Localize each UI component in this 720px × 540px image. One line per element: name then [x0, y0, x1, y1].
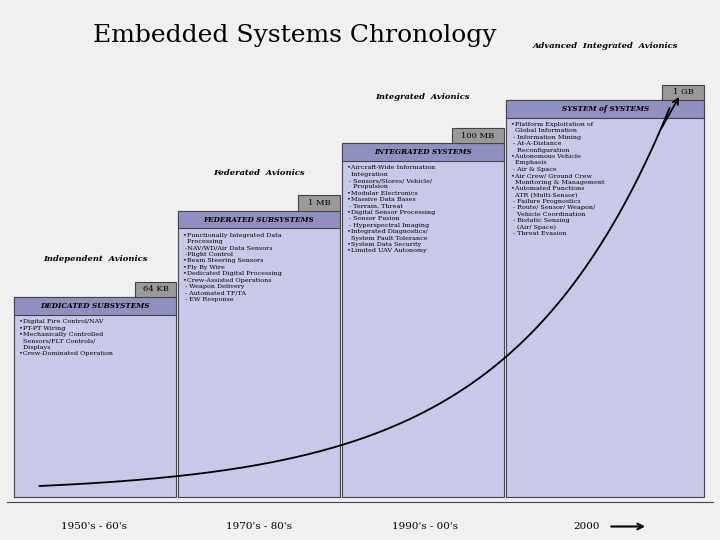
Text: 1970's - 80's: 1970's - 80's	[226, 522, 292, 531]
Text: •Platform Exploitation of
  Global Information
 - Information Mining
 - At-A-Dis: •Platform Exploitation of Global Informa…	[511, 122, 605, 237]
Text: 1950's - 60's: 1950's - 60's	[60, 522, 127, 531]
Text: Advanced  Integrated  Avionics: Advanced Integrated Avionics	[532, 42, 678, 50]
Bar	[178, 211, 340, 228]
Bar	[178, 211, 340, 497]
Text: 100 MB: 100 MB	[462, 132, 495, 139]
Text: 1 MB: 1 MB	[307, 199, 330, 207]
Text: Embedded Systems Chronology: Embedded Systems Chronology	[94, 24, 497, 48]
Text: 1 GB: 1 GB	[673, 89, 693, 96]
Text: Integrated  Avionics: Integrated Avionics	[376, 93, 470, 101]
Bar	[14, 297, 176, 315]
Text: 1990's - 00's: 1990's - 00's	[392, 522, 458, 531]
Text: •Functionally Integrated Data
  Processing
 -NAV/WD/Air Data Sensors
 -Plight Co: •Functionally Integrated Data Processing…	[183, 233, 282, 302]
Text: INTEGRATED SYSTEMS: INTEGRATED SYSTEMS	[374, 148, 472, 156]
Bar	[662, 85, 704, 100]
Bar	[452, 128, 504, 143]
Bar	[342, 143, 504, 497]
Text: Independent  Avionics: Independent Avionics	[43, 255, 148, 263]
Bar	[342, 143, 504, 161]
Bar	[135, 282, 176, 297]
Bar	[14, 297, 176, 497]
Text: Federated  Avionics: Federated Avionics	[213, 169, 305, 177]
Text: •Digital Fire Control/NAV
•PT-PT Wiring
•Mechanically Controlled
  Sensors/FLT C: •Digital Fire Control/NAV •PT-PT Wiring …	[19, 319, 114, 356]
Bar	[506, 100, 704, 497]
Text: •Aircraft-Wide Information
  Integration
 - Sensors/Stores/ Vehicle/
   Propulsi: •Aircraft-Wide Information Integration -…	[347, 165, 436, 253]
Text: 2000: 2000	[574, 522, 600, 531]
Bar	[298, 195, 340, 211]
Text: SYSTEM of SYSTEMS: SYSTEM of SYSTEMS	[562, 105, 649, 113]
Text: FEDERATED SUBSYSTEMS: FEDERATED SUBSYSTEMS	[204, 215, 314, 224]
Text: 64 KB: 64 KB	[143, 286, 168, 293]
Bar	[506, 100, 704, 118]
Text: DEDICATED SUBSYSTEMS: DEDICATED SUBSYSTEMS	[40, 302, 150, 310]
